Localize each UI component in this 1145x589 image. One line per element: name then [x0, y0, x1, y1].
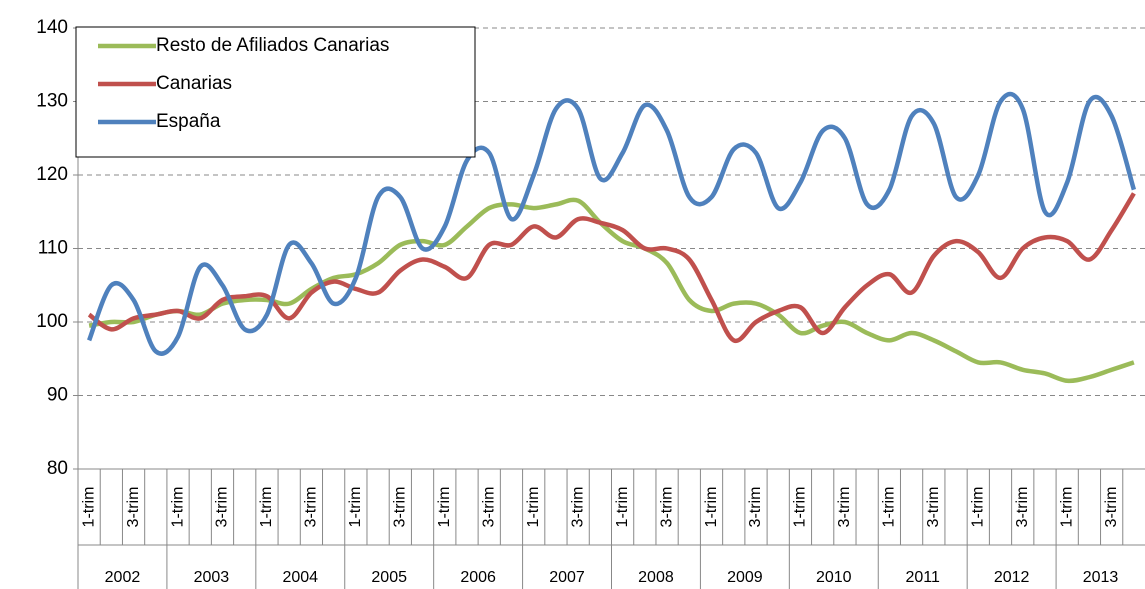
- x-tick-label: 1-trim: [1058, 487, 1075, 528]
- x-tick-label: 3-trim: [303, 487, 320, 528]
- x-tick-label: 3-trim: [925, 487, 942, 528]
- x-tick-label: 1-trim: [703, 487, 720, 528]
- y-tick-label: 120: [36, 164, 68, 185]
- series-line: [87, 192, 1136, 344]
- x-tick-label: 3-trim: [747, 487, 764, 528]
- x-group-label: 2009: [727, 569, 763, 586]
- x-tick-label: 1-trim: [792, 487, 809, 528]
- x-tick-label: 1-trim: [347, 487, 364, 528]
- x-tick-label: 3-trim: [214, 487, 231, 528]
- y-tick-label: 100: [36, 311, 68, 332]
- x-tick-label: 1-trim: [258, 487, 275, 528]
- y-tick-label: 140: [36, 17, 68, 38]
- x-tick-label: 1-trim: [169, 487, 186, 528]
- x-tick-label: 3-trim: [125, 487, 142, 528]
- x-tick-label: 1-trim: [80, 487, 97, 528]
- legend-box: [75, 26, 476, 158]
- x-tick-label: 3-trim: [392, 487, 409, 528]
- x-group-label: 2002: [105, 569, 141, 586]
- x-group-label: 2006: [460, 569, 496, 586]
- x-tick-label: 3-trim: [569, 487, 586, 528]
- x-group-label: 2005: [371, 569, 407, 586]
- y-tick-label: 130: [36, 91, 68, 112]
- legend-label: España: [156, 111, 221, 132]
- x-group-label: 2003: [194, 569, 230, 586]
- x-group-label: 2013: [1083, 569, 1119, 586]
- x-tick-label: 3-trim: [480, 487, 497, 528]
- series-line: [87, 91, 1137, 356]
- x-tick-label: 3-trim: [1014, 487, 1031, 528]
- x-tick-label: 3-trim: [836, 487, 853, 528]
- x-tick-label: 1-trim: [525, 487, 542, 528]
- x-group-label: 2011: [906, 569, 941, 586]
- x-group-label: 2004: [282, 569, 318, 586]
- x-group-label: 2007: [549, 569, 585, 586]
- x-tick-label: 1-trim: [614, 487, 631, 528]
- x-tick-label: 3-trim: [658, 487, 675, 528]
- legend-label: Canarias: [156, 73, 232, 94]
- y-tick-label: 90: [47, 385, 68, 406]
- x-tick-label: 1-trim: [970, 487, 987, 528]
- series-line: [88, 197, 1135, 384]
- x-tick-label: 1-trim: [881, 487, 898, 528]
- legend-label: Resto de Afiliados Canarias: [156, 35, 389, 56]
- x-group-label: 2008: [638, 569, 674, 586]
- x-tick-label: 1-trim: [436, 487, 453, 528]
- y-tick-label: 80: [47, 458, 68, 479]
- y-tick-label: 110: [38, 238, 68, 259]
- x-group-label: 2010: [816, 569, 852, 586]
- x-tick-label: 3-trim: [1103, 487, 1120, 528]
- x-group-label: 2012: [994, 569, 1030, 586]
